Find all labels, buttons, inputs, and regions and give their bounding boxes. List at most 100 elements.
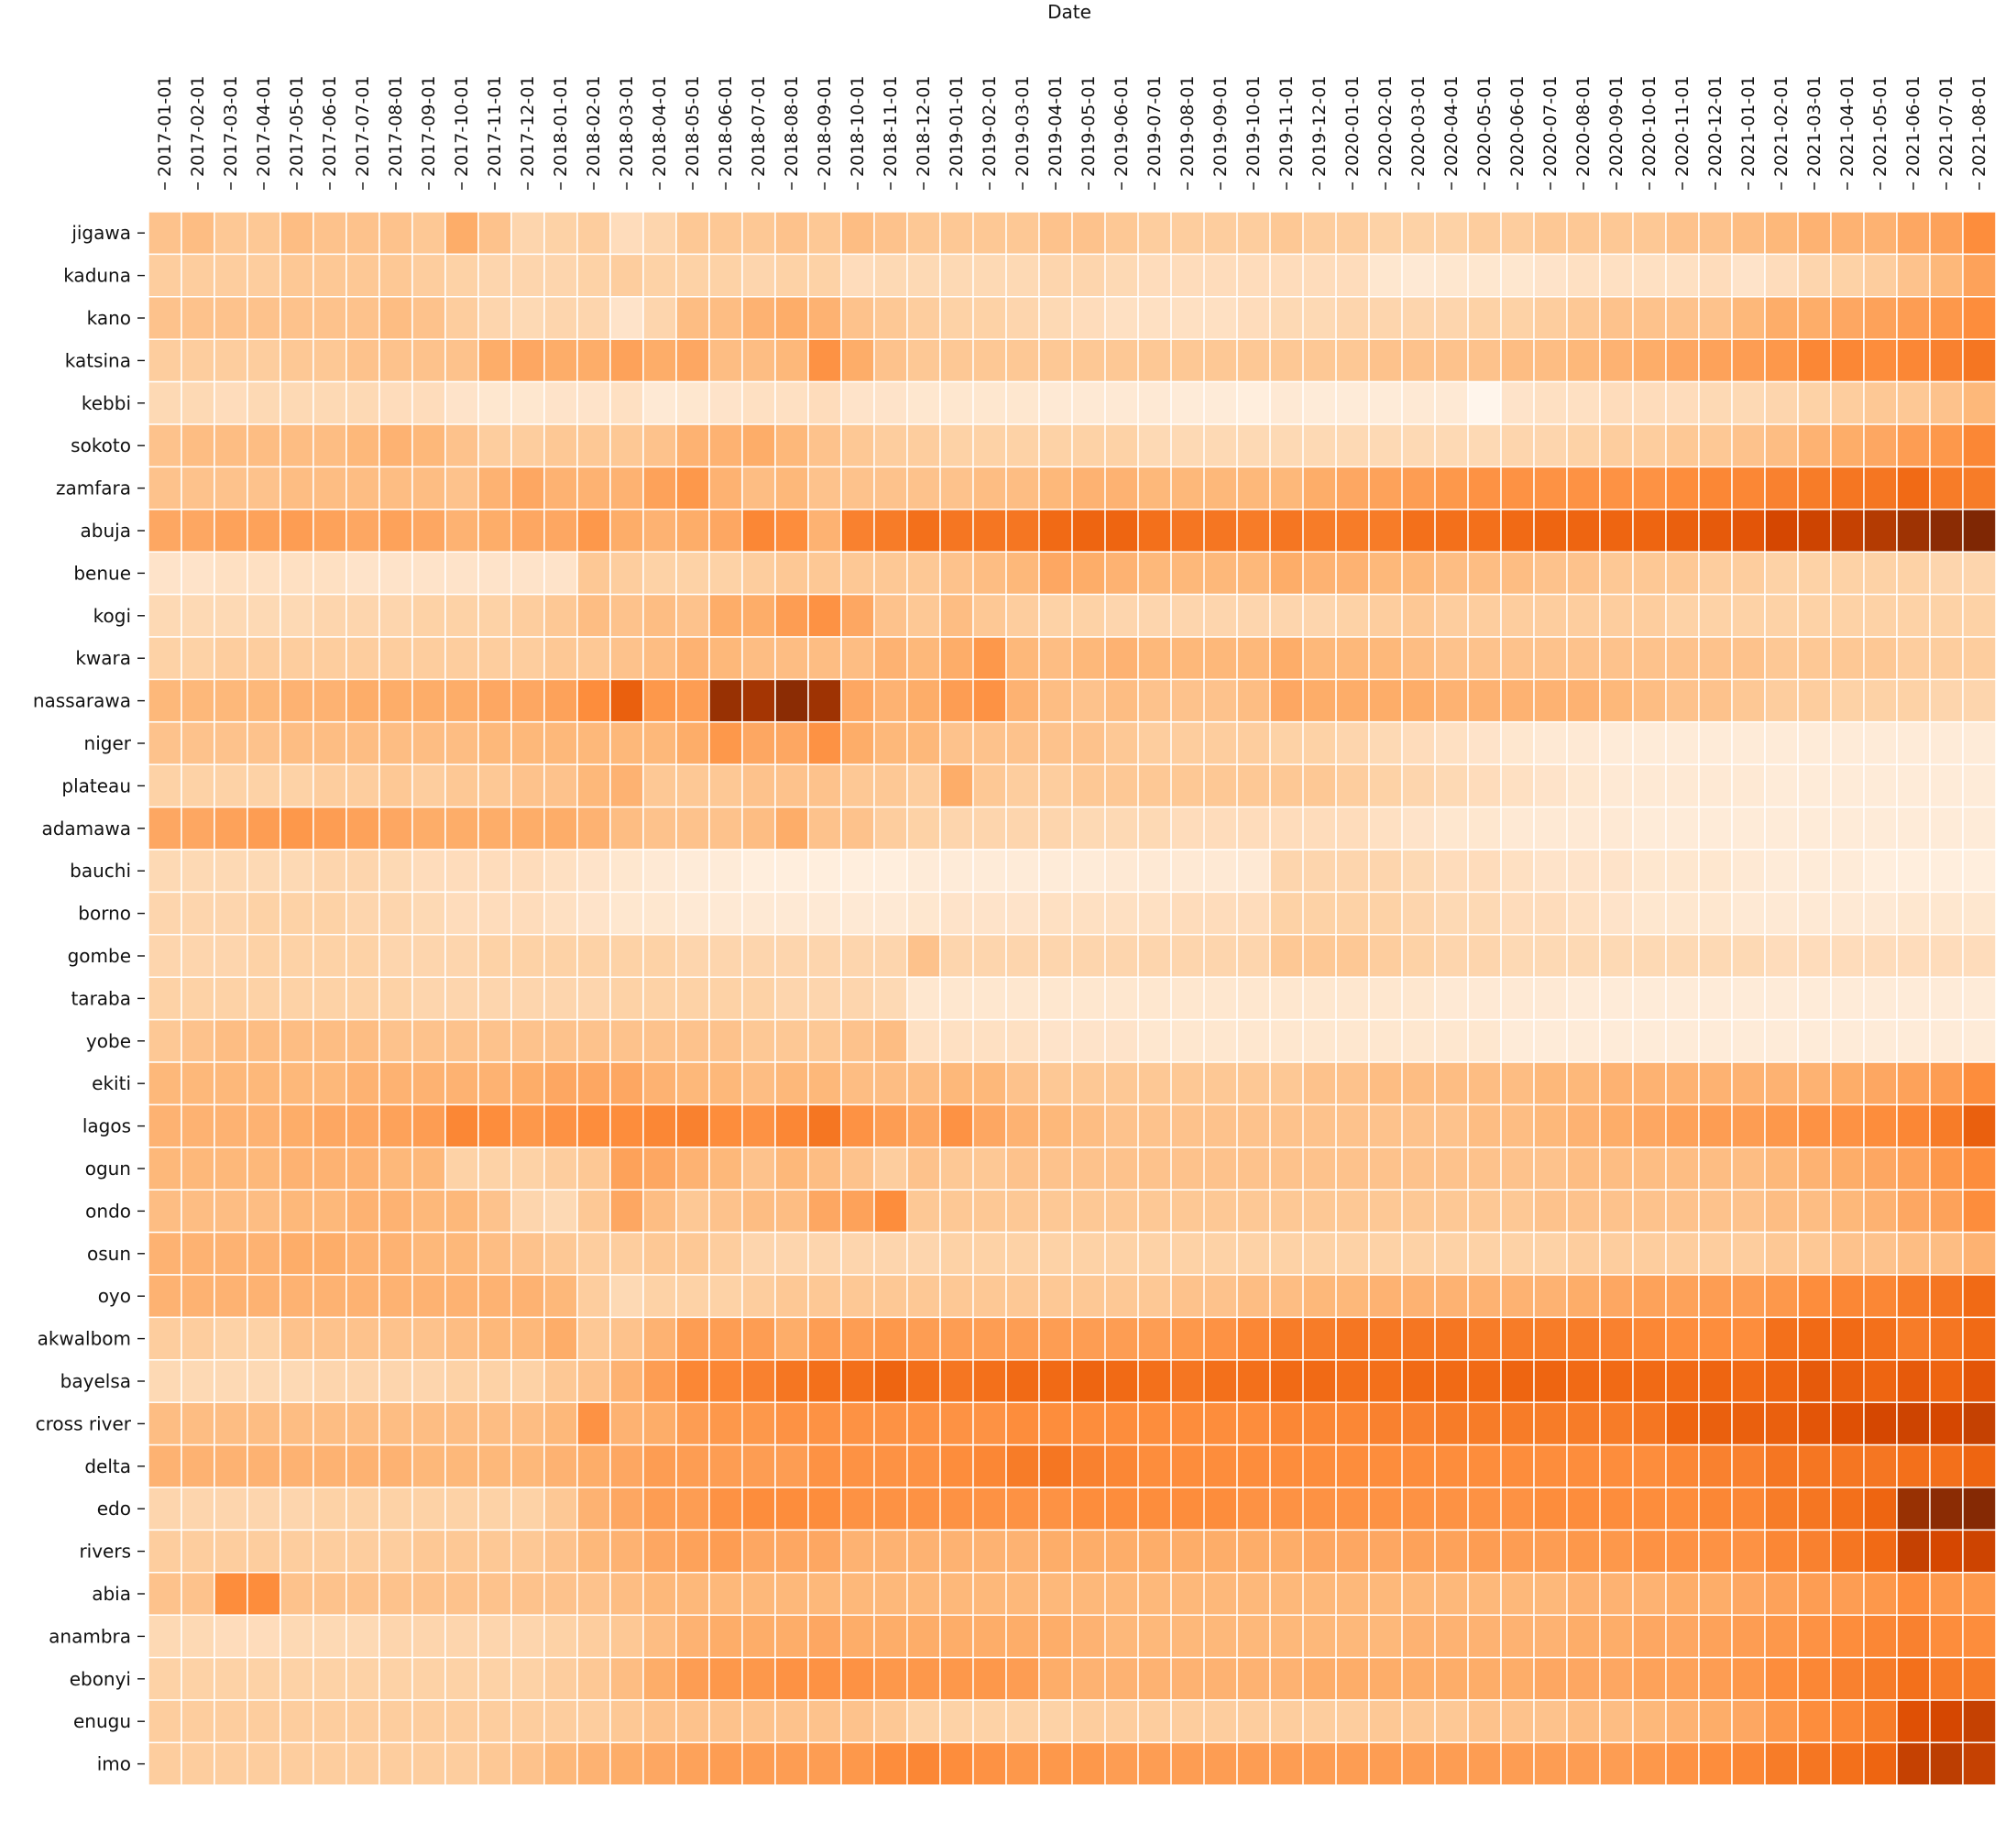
heatmap-cell xyxy=(972,423,1007,468)
heatmap-cell xyxy=(1500,763,1535,808)
heatmap-cell xyxy=(1368,1189,1403,1234)
heatmap-cell xyxy=(1500,1529,1535,1574)
heatmap-cell xyxy=(1170,763,1205,808)
heatmap-cell xyxy=(1434,1656,1469,1701)
heatmap-cell xyxy=(1929,1443,1964,1488)
x-tick: 2019-10-01 xyxy=(1244,76,1264,190)
heatmap-cell xyxy=(345,593,380,638)
heatmap-cell xyxy=(642,1018,677,1063)
heatmap-cell xyxy=(1104,891,1139,936)
heatmap-cell xyxy=(906,849,941,894)
heatmap-cell xyxy=(1005,891,1040,936)
heatmap-cell xyxy=(708,593,743,638)
heatmap-cell xyxy=(1302,1614,1337,1659)
heatmap-cell xyxy=(1665,1103,1700,1148)
heatmap-cell xyxy=(477,593,512,638)
heatmap-cell xyxy=(1368,678,1403,723)
heatmap-cell xyxy=(1236,1614,1271,1659)
heatmap-cell xyxy=(972,1614,1007,1659)
heatmap-cell xyxy=(1797,1231,1832,1276)
heatmap-cell xyxy=(1764,1359,1799,1403)
heatmap-cell xyxy=(247,1274,281,1319)
y-tick-label: osun xyxy=(87,1243,131,1265)
heatmap-cell xyxy=(1500,380,1535,425)
heatmap-cell xyxy=(1467,338,1502,383)
heatmap-cell xyxy=(642,891,677,936)
heatmap-cell xyxy=(609,1359,644,1403)
heatmap-cell xyxy=(148,211,182,256)
heatmap-cell xyxy=(873,1401,908,1446)
heatmap-cell xyxy=(1203,1487,1238,1531)
heatmap-cell xyxy=(1335,1572,1370,1616)
heatmap-cell xyxy=(1566,211,1601,256)
heatmap-cell xyxy=(510,721,545,765)
heatmap-cell xyxy=(1236,976,1271,1021)
heatmap-cell xyxy=(181,1487,215,1531)
heatmap-cell xyxy=(741,1274,776,1319)
x-tick-label: 2021-01-01 xyxy=(1738,76,1759,177)
heatmap-cell xyxy=(1962,976,1997,1021)
heatmap-cell xyxy=(1533,891,1568,936)
heatmap-cell xyxy=(181,1401,215,1446)
heatmap-cell xyxy=(939,1189,974,1234)
heatmap-cell xyxy=(477,763,512,808)
heatmap-cell xyxy=(1698,636,1733,681)
heatmap-cell xyxy=(1863,1401,1898,1446)
heatmap-cell xyxy=(312,1189,347,1234)
heatmap-cell xyxy=(708,636,743,681)
heatmap-cell xyxy=(906,1018,941,1063)
heatmap-cell xyxy=(1005,1359,1040,1403)
heatmap-cell xyxy=(1698,1231,1733,1276)
heatmap-cell xyxy=(1731,1018,1766,1063)
heatmap-cell xyxy=(1434,1274,1469,1319)
y-tick: cross river xyxy=(36,1412,145,1434)
heatmap-cell xyxy=(1830,551,1865,596)
heatmap-cell xyxy=(1335,1274,1370,1319)
heatmap-cell xyxy=(214,1316,248,1361)
heatmap-cell xyxy=(1830,1487,1865,1531)
heatmap-cell xyxy=(1665,593,1700,638)
heatmap-cell xyxy=(576,509,611,553)
heatmap-cell xyxy=(708,509,743,553)
heatmap-cell xyxy=(1962,423,1997,468)
heatmap-cell xyxy=(1335,1443,1370,1488)
heatmap-cell xyxy=(1005,338,1040,383)
heatmap-cell xyxy=(1104,380,1139,425)
heatmap-cell xyxy=(675,1741,710,1786)
heatmap-cell xyxy=(247,1656,281,1701)
heatmap-cell xyxy=(1764,891,1799,936)
heatmap-cell xyxy=(1368,806,1403,851)
x-tick: 2019-02-01 xyxy=(980,76,1000,190)
heatmap-cell xyxy=(148,1147,182,1191)
heatmap-cell xyxy=(1599,509,1634,553)
heatmap-cell xyxy=(214,1529,248,1574)
y-tick: kwara xyxy=(75,647,145,669)
heatmap-cell xyxy=(708,1656,743,1701)
heatmap-cell xyxy=(1302,1061,1337,1106)
heatmap-cell xyxy=(378,721,413,765)
heatmap-cell xyxy=(477,1741,512,1786)
y-tick-label: kogi xyxy=(93,605,131,627)
heatmap-cell xyxy=(181,423,215,468)
y-tick-label: abia xyxy=(92,1583,131,1605)
heatmap-cell xyxy=(807,1231,842,1276)
heatmap-cell xyxy=(345,551,380,596)
heatmap-cell xyxy=(873,211,908,256)
x-tick-label: 2020-07-01 xyxy=(1540,76,1561,177)
heatmap-cell xyxy=(1533,466,1568,510)
heatmap-cell xyxy=(939,253,974,298)
heatmap-cell xyxy=(1632,380,1667,425)
heatmap-cell xyxy=(181,1061,215,1106)
heatmap-cell xyxy=(345,1231,380,1276)
heatmap-cell xyxy=(1137,1061,1172,1106)
heatmap-cell xyxy=(741,423,776,468)
heatmap-cell xyxy=(840,849,875,894)
heatmap-cell xyxy=(807,1443,842,1488)
heatmap-cell xyxy=(1467,1487,1502,1531)
heatmap-cell xyxy=(840,1359,875,1403)
heatmap-cell xyxy=(1863,1231,1898,1276)
heatmap-cell xyxy=(1170,509,1205,553)
heatmap-cell xyxy=(1104,253,1139,298)
heatmap-cell xyxy=(1863,423,1898,468)
heatmap-cell xyxy=(543,1699,578,1744)
